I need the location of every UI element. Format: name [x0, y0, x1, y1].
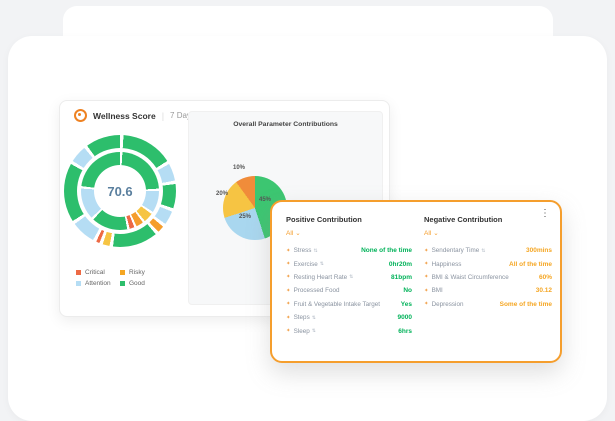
metric-label: Steps	[293, 314, 310, 322]
negative-column-title: Negative Contribution	[424, 215, 503, 224]
metric-icon: ✦	[286, 287, 291, 294]
metric-row[interactable]: ✦ Resting Heart Rate ⇅ 81bpm	[286, 271, 412, 284]
metric-value: 30.12	[535, 287, 552, 295]
metric-icon: ✦	[286, 274, 291, 281]
sort-icon[interactable]: ⇅	[319, 261, 324, 268]
wellness-score-value: 70.6	[107, 183, 133, 199]
chevron-down-icon: ⌄	[433, 230, 439, 237]
metric-value: Some of the time	[499, 300, 552, 308]
wellness-gauge-icon	[74, 109, 87, 122]
metric-row[interactable]: ✦ Happiness All of the time	[424, 257, 552, 270]
legend-label: Good	[129, 280, 145, 287]
metric-icon: ✦	[286, 328, 291, 335]
metric-label: BMI	[431, 287, 443, 295]
metric-row[interactable]: ✦ Fruit & Vegetable Intake Target Yes	[286, 298, 412, 311]
negative-contribution-column: Negative Contribution All ⌄ ✦ Sendentary…	[424, 215, 552, 311]
legend-swatch-good	[120, 281, 125, 286]
wellness-card-title: Wellness Score	[93, 110, 156, 121]
legend-label: Attention	[85, 280, 111, 287]
pie-label-20: 20%	[216, 191, 229, 197]
negative-filter-dropdown[interactable]: All ⌄	[424, 229, 552, 238]
metric-label: Depression	[431, 300, 464, 308]
header-divider: |	[161, 110, 165, 121]
metric-value: 60%	[538, 273, 552, 281]
pie-label-45: 45%	[259, 197, 272, 203]
sort-icon[interactable]: ⇅	[311, 328, 316, 335]
metric-value: 81bpm	[391, 273, 412, 281]
metric-label: Sleep	[293, 327, 310, 335]
positive-column-title: Positive Contribution	[286, 215, 362, 224]
metric-icon: ✦	[424, 261, 429, 268]
wellness-card-header: Wellness Score | 7 Days	[74, 109, 195, 122]
legend-label: Risky	[129, 269, 145, 276]
metric-value: 6hrs	[398, 327, 412, 335]
pie-label-10: 10%	[233, 165, 246, 171]
sort-icon[interactable]: ⇅	[349, 274, 354, 281]
metric-label: Fruit & Vegetable Intake Target	[293, 300, 380, 308]
legend-item-risky: Risky	[120, 269, 164, 276]
metric-label: Stress	[293, 247, 312, 255]
sunburst-center: 70.6	[94, 165, 146, 217]
metric-value: 0hr20m	[388, 260, 412, 268]
legend-swatch-critical	[76, 270, 81, 275]
filter-value: All	[286, 229, 294, 237]
metric-value: All of the time	[509, 260, 552, 268]
negative-rows: ✦ Sendentary Time ⇅ 300mins ✦ Happiness …	[424, 244, 552, 311]
metric-label: BMI & Waist Circumference	[431, 273, 509, 281]
metric-row[interactable]: ✦ Stress ⇅ None of the time	[286, 244, 412, 257]
metric-label: Happiness	[431, 260, 462, 268]
legend-item-attention: Attention	[76, 280, 120, 287]
metric-row[interactable]: ✦ BMI 30.12	[424, 284, 552, 297]
metric-label: Processed Food	[293, 287, 340, 295]
pie-label-25: 25%	[239, 214, 252, 220]
metric-value: No	[403, 287, 412, 295]
positive-contribution-column: Positive Contribution All ⌄ ✦ Stress ⇅ N…	[286, 215, 412, 338]
positive-filter-dropdown[interactable]: All ⌄	[286, 229, 412, 238]
wellness-sunburst-chart: 70.6	[64, 135, 176, 247]
metric-icon: ✦	[424, 287, 429, 294]
metric-row[interactable]: ✦ Depression Some of the time	[424, 298, 552, 311]
metric-icon: ✦	[286, 314, 291, 321]
legend-swatch-risky	[120, 270, 125, 275]
metric-label: Exercise	[293, 260, 318, 268]
kebab-menu-icon[interactable]: ⋮	[540, 208, 550, 219]
wellness-period-label[interactable]: 7 Days	[170, 111, 195, 120]
metric-icon: ✦	[286, 247, 291, 254]
legend-swatch-attention	[76, 281, 81, 286]
metric-value: 9000	[397, 314, 412, 322]
metric-icon: ✦	[424, 247, 429, 254]
metric-icon: ✦	[424, 301, 429, 308]
metric-row[interactable]: ✦ Steps ⇅ 9000	[286, 311, 412, 324]
metric-row[interactable]: ✦ BMI & Waist Circumference 60%	[424, 271, 552, 284]
metric-value: Yes	[400, 300, 412, 308]
metric-row[interactable]: ✦ Processed Food No	[286, 284, 412, 297]
contribution-card: ⋮ Positive Contribution All ⌄ ✦ Stress ⇅…	[270, 200, 562, 363]
metric-row[interactable]: ✦ Exercise ⇅ 0hr20m	[286, 257, 412, 270]
chevron-down-icon: ⌄	[295, 230, 301, 237]
sort-icon[interactable]: ⇅	[311, 314, 316, 321]
metric-icon: ✦	[424, 274, 429, 281]
filter-value: All	[424, 229, 432, 237]
metric-icon: ✦	[286, 261, 291, 268]
metric-icon: ✦	[286, 301, 291, 308]
metric-row[interactable]: ✦ Sendentary Time ⇅ 300mins	[424, 244, 552, 257]
metric-label: Sendentary Time	[431, 247, 480, 255]
panel-title: Overall Parameter Contributions	[233, 121, 338, 128]
sort-icon[interactable]: ⇅	[481, 247, 486, 254]
wellness-legend: Critical Risky Attention Good	[76, 269, 164, 287]
metric-row[interactable]: ✦ Sleep ⇅ 6hrs	[286, 324, 412, 337]
metric-value: None of the time	[361, 247, 412, 255]
metric-label: Resting Heart Rate	[293, 273, 348, 281]
legend-item-good: Good	[120, 280, 164, 287]
sort-icon[interactable]: ⇅	[313, 247, 318, 254]
legend-label: Critical	[85, 269, 105, 276]
positive-rows: ✦ Stress ⇅ None of the time ✦ Exercise ⇅…	[286, 244, 412, 338]
metric-value: 300mins	[525, 247, 552, 255]
legend-item-critical: Critical	[76, 269, 120, 276]
